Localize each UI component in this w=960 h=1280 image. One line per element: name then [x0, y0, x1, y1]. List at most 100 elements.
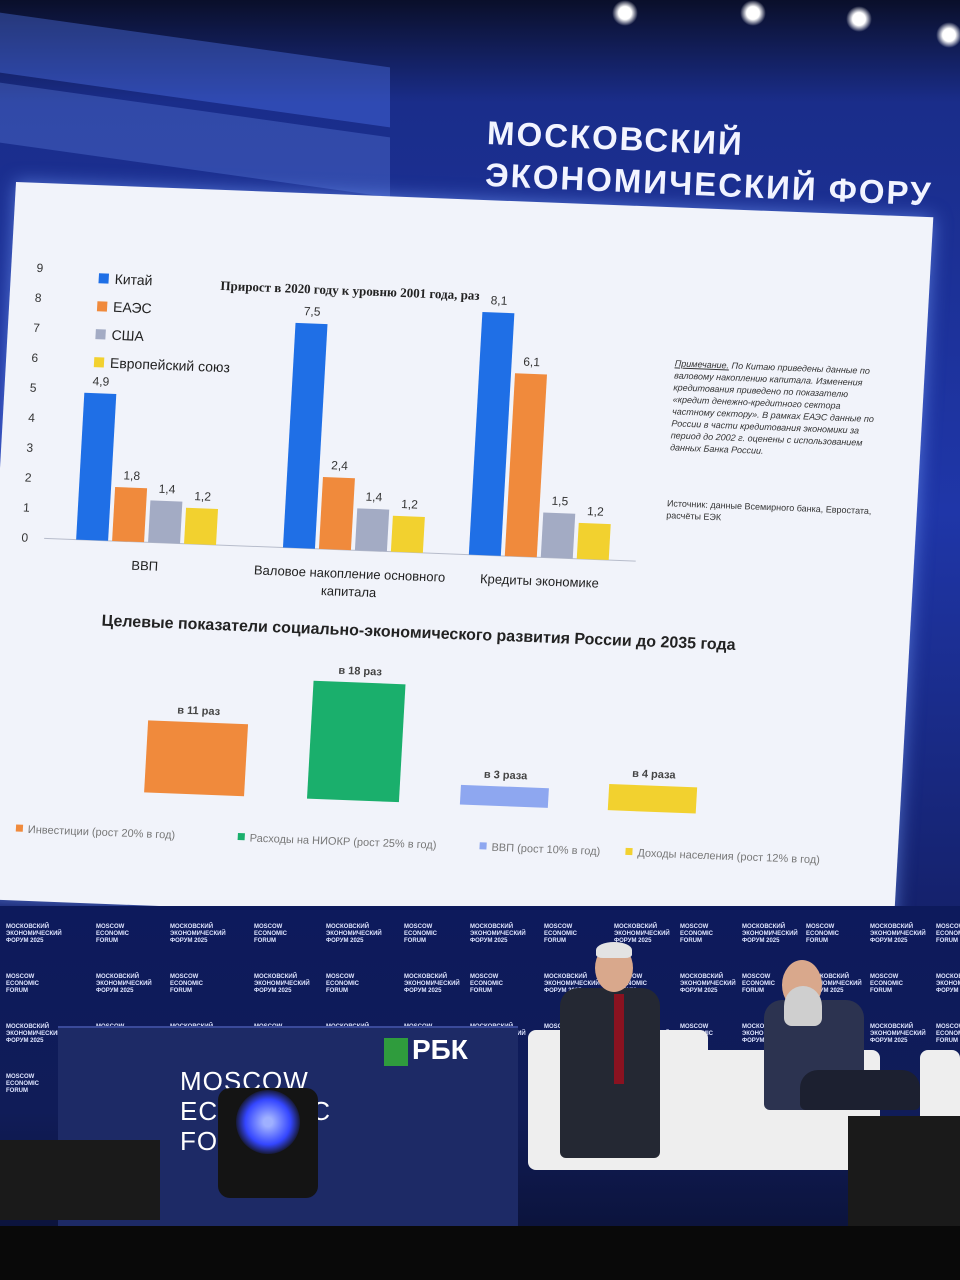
- forum-logo-tile: МОСКОВСКИЙ ЭКОНОМИЧЕСКИЙ ФОРУМ 2025: [742, 924, 798, 944]
- chart2-title: Целевые показатели социально-экономическ…: [101, 613, 736, 654]
- bar-value-label: 7,5: [303, 304, 321, 319]
- forum-logo-tile: МОСКОВСКИЙ ЭКОНОМИЧЕСКИЙ ФОРУМ 2025: [870, 924, 926, 944]
- forum-logo-tile: MOSCOW ECONOMIC FORUM: [96, 924, 129, 944]
- forum-logo-tile: MOSCOW ECONOMIC FORUM: [470, 974, 503, 994]
- legend-label: Европейский союз: [110, 355, 231, 376]
- sponsor-logo: РБК: [412, 1034, 468, 1065]
- y-tick-label: 1: [23, 501, 31, 515]
- y-tick-label: 3: [26, 441, 34, 455]
- speaker-left: [560, 988, 660, 1158]
- bar-value-label: 1,2: [194, 489, 212, 504]
- target-bar-label: в 11 раз: [177, 704, 221, 718]
- ceiling-light: [740, 0, 766, 26]
- stage-spotlight-lens: [236, 1090, 300, 1154]
- stage-floor: [0, 1226, 960, 1280]
- bar-value-label: 1,4: [158, 482, 176, 497]
- chart2-legend-label: Инвестиции (рост 20% в год): [28, 824, 176, 842]
- forum-logo-tile: MOSCOW ECONOMIC FORUM: [742, 974, 775, 994]
- speaker-right-legs: [800, 1070, 920, 1110]
- forum-logo-tile: МОСКОВСКИЙ ЭКОНОМИЧЕСКИЙ ФОРУМ 2025: [6, 1024, 62, 1044]
- stage-speaker-box: [848, 1116, 960, 1226]
- chart1-title: Прирост в 2020 году к уровню 2001 года, …: [220, 278, 480, 303]
- forum-logo-tile: МОСКОВСКИЙ ЭКОНОМИЧЕСКИЙ ФОРУМ 2025: [96, 974, 152, 994]
- forum-logo-tile: MOSCOW ECONOMIC FORUM: [936, 1024, 960, 1044]
- bar: [184, 507, 219, 545]
- chart2-legend-label: ВВП (рост 10% в год): [491, 842, 600, 858]
- bar: [148, 500, 183, 544]
- x-category-label: ВВП: [131, 558, 159, 574]
- target-bar: [144, 720, 249, 797]
- legend-label: ЕАЭС: [113, 299, 152, 316]
- bar-value-label: 8,1: [490, 293, 508, 308]
- forum-logo-tile: MOSCOW ECONOMIC FORUM: [254, 924, 287, 944]
- forum-logo-tile: MOSCOW ECONOMIC FORUM: [870, 974, 903, 994]
- bar: [318, 477, 355, 551]
- slide-charts: Прирост в 2020 году к уровню 2001 года, …: [15, 261, 820, 866]
- forum-logo-tile: MOSCOW ECONOMIC FORUM: [404, 924, 437, 944]
- stage-speaker-box: [0, 1140, 160, 1220]
- chart2-legend-swatch: [237, 833, 245, 841]
- forum-logo-tile: МОСКОВСКИЙ ЭКОНОМИЧЕСКИЙ ФОРУМ 2025: [870, 1024, 926, 1044]
- legend-swatch: [93, 357, 105, 368]
- target-bar: [306, 680, 406, 803]
- bar-value-label: 1,4: [365, 490, 383, 505]
- note-text: По Китаю приведены данные по валовому на…: [669, 360, 875, 456]
- ceiling-light: [846, 6, 872, 32]
- bar-value-label: 4,9: [92, 374, 110, 389]
- sponsor-logo-icon: [384, 1038, 408, 1066]
- target-bar-label: в 4 раза: [632, 768, 677, 782]
- legend-swatch: [98, 273, 110, 284]
- legend-swatch: [96, 301, 108, 312]
- chart2-legend-swatch: [625, 847, 633, 856]
- ceiling-light: [936, 22, 960, 48]
- target-bar: [459, 784, 549, 808]
- forum-logo-tile: МОСКОВСКИЙ ЭКОНОМИЧЕСКИЙ ФОРУМ 2025: [936, 974, 960, 994]
- y-tick-label: 6: [31, 351, 39, 365]
- legend-label: Китай: [114, 271, 153, 288]
- legend-swatch: [95, 329, 106, 340]
- forum-logo-tile: MOSCOW ECONOMIC FORUM: [936, 924, 960, 944]
- forum-logo-tile: МОСКОВСКИЙ ЭКОНОМИЧЕСКИЙ ФОРУМ 2025: [254, 974, 310, 994]
- forum-logo-tile: MOSCOW ECONOMIC FORUM: [544, 924, 577, 944]
- chart2-legend-label: Доходы населения (рост 12% в год): [637, 847, 820, 866]
- chart2-legend-swatch: [479, 842, 487, 850]
- speaker-left-hair: [596, 942, 632, 958]
- bar: [504, 373, 547, 558]
- forum-logo-tile: МОСКОВСКИЙ ЭКОНОМИЧЕСКИЙ ФОРУМ 2025: [326, 924, 382, 944]
- bar: [576, 522, 611, 561]
- bar-value-label: 1,8: [123, 468, 141, 483]
- y-tick-label: 2: [24, 471, 32, 485]
- bar-value-label: 1,2: [401, 497, 419, 512]
- bar: [282, 322, 328, 549]
- bar: [76, 392, 117, 541]
- forum-logo-tile: MOSCOW ECONOMIC FORUM: [680, 924, 713, 944]
- y-tick-label: 4: [28, 411, 36, 425]
- target-bar-label: в 18 раз: [338, 665, 383, 679]
- x-category-label: Валовое накопление основногокапитала: [253, 562, 446, 602]
- forum-logo-tile: MOSCOW ECONOMIC FORUM: [6, 1074, 39, 1094]
- legend-label: США: [111, 327, 145, 344]
- forum-logo-tile: MOSCOW ECONOMIC FORUM: [170, 974, 203, 994]
- bar-value-label: 6,1: [523, 355, 541, 370]
- ceiling-light: [612, 0, 638, 26]
- forum-logo-tile: МОСКОВСКИЙ ЭКОНОМИЧЕСКИЙ ФОРУМ 2025: [614, 924, 670, 944]
- y-tick-label: 0: [21, 530, 29, 544]
- forum-logo-tile: MOSCOW ECONOMIC FORUM: [326, 974, 359, 994]
- bar: [468, 311, 515, 556]
- target-bar-label: в 3 раза: [484, 769, 529, 783]
- bar: [354, 508, 390, 552]
- forum-logo-tile: MOSCOW ECONOMIC FORUM: [6, 974, 39, 994]
- bar: [540, 512, 576, 559]
- speaker-right-beard: [784, 986, 822, 1026]
- bar-value-label: 1,2: [587, 504, 605, 519]
- y-tick-label: 8: [34, 291, 42, 305]
- y-tick-label: 9: [36, 261, 44, 275]
- x-category-label: Кредиты экономике: [480, 571, 600, 591]
- bar-value-label: 2,4: [331, 458, 349, 473]
- forum-logo-tile: МОСКОВСКИЙ ЭКОНОМИЧЕСКИЙ ФОРУМ 2025: [470, 924, 526, 944]
- presentation-slide: Прирост в 2020 году к уровню 2001 года, …: [0, 182, 934, 935]
- forum-logo-tile: МОСКОВСКИЙ ЭКОНОМИЧЕСКИЙ ФОРУМ 2025: [680, 974, 736, 994]
- forum-logo-tile: МОСКОВСКИЙ ЭКОНОМИЧЕСКИЙ ФОРУМ 2025: [170, 924, 226, 944]
- y-tick-label: 7: [33, 321, 41, 335]
- bar: [112, 487, 148, 543]
